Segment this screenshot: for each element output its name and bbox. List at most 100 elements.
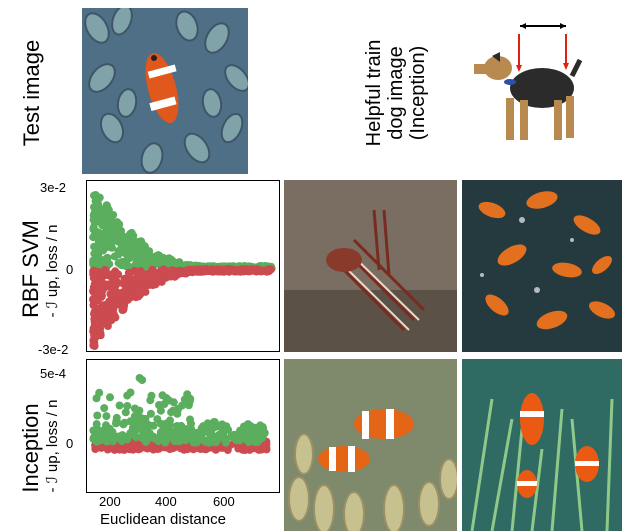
red-point bbox=[132, 274, 141, 283]
green-point bbox=[176, 436, 185, 445]
inception-scatter-svg bbox=[89, 374, 271, 454]
rbf-train-image-1 bbox=[284, 180, 457, 352]
red-point bbox=[143, 272, 152, 280]
green-point bbox=[209, 423, 218, 432]
green-point bbox=[98, 257, 107, 266]
red-point bbox=[185, 266, 193, 275]
red-point bbox=[90, 321, 99, 330]
green-point bbox=[218, 426, 227, 435]
red-point bbox=[191, 265, 199, 274]
inception-scatter-plot bbox=[86, 359, 280, 493]
red-point bbox=[264, 265, 272, 274]
red-point bbox=[111, 296, 120, 305]
inception-xlabel: Euclidean distance bbox=[100, 511, 226, 528]
green-point bbox=[245, 435, 254, 444]
green-point bbox=[109, 435, 118, 444]
red-point bbox=[94, 304, 103, 313]
green-point bbox=[106, 393, 114, 402]
green-point bbox=[147, 391, 156, 400]
row-label-test: Test image bbox=[19, 39, 44, 147]
red-point bbox=[97, 281, 106, 290]
red-point bbox=[107, 311, 116, 320]
red-point bbox=[259, 443, 268, 452]
red-point bbox=[89, 295, 98, 304]
green-point bbox=[161, 438, 170, 447]
red-point bbox=[99, 310, 108, 319]
green-point bbox=[102, 421, 110, 430]
red-point bbox=[91, 332, 100, 341]
red-point bbox=[90, 314, 99, 323]
green-point bbox=[96, 433, 105, 442]
red-point bbox=[105, 282, 114, 291]
red-point bbox=[101, 266, 110, 275]
green-point bbox=[149, 421, 158, 430]
red-point bbox=[131, 293, 140, 302]
green-point bbox=[93, 213, 102, 222]
green-point bbox=[113, 218, 122, 227]
green-point bbox=[143, 259, 152, 268]
green-point bbox=[99, 209, 108, 218]
green-point bbox=[99, 246, 108, 255]
green-point bbox=[166, 416, 174, 425]
green-point bbox=[123, 391, 132, 400]
inc-xtick-600: 600 bbox=[213, 494, 235, 509]
green-point bbox=[158, 391, 167, 400]
green-point bbox=[115, 401, 124, 410]
green-point bbox=[206, 433, 215, 441]
row-label-rbf: RBF SVM bbox=[18, 220, 43, 318]
red-point bbox=[234, 266, 242, 275]
green-point bbox=[189, 428, 198, 437]
red-point bbox=[89, 267, 98, 276]
red-point bbox=[240, 267, 249, 276]
green-point bbox=[117, 229, 125, 238]
green-point bbox=[129, 251, 137, 260]
green-point bbox=[145, 429, 154, 438]
dog-caption-line-2: dog image bbox=[385, 46, 407, 140]
green-point bbox=[130, 420, 139, 429]
red-point bbox=[119, 304, 128, 313]
green-point bbox=[107, 224, 116, 233]
red-point bbox=[120, 274, 129, 283]
dog-caption-line-1: Helpful train bbox=[363, 39, 385, 147]
rbf-ytick-top: 3e-2 bbox=[40, 180, 67, 195]
green-point bbox=[123, 402, 132, 410]
inc-train-image-1 bbox=[284, 359, 457, 531]
green-point bbox=[134, 411, 143, 420]
green-point bbox=[127, 228, 136, 237]
dog-caption: Helpful train dog image (Inception) bbox=[363, 23, 433, 163]
green-point bbox=[89, 256, 98, 265]
green-point bbox=[185, 397, 194, 406]
rbf-scatter-plot bbox=[86, 180, 280, 352]
green-point bbox=[176, 427, 185, 436]
red-point bbox=[155, 274, 164, 283]
green-point bbox=[146, 409, 155, 418]
green-point bbox=[240, 424, 249, 432]
red-point bbox=[196, 445, 205, 453]
green-point bbox=[102, 412, 111, 421]
red-point bbox=[214, 266, 223, 275]
green-point bbox=[93, 411, 102, 420]
green-point bbox=[134, 245, 143, 253]
inception-ylabel: - ℐ up, loss / n bbox=[44, 399, 61, 493]
green-point bbox=[118, 435, 127, 444]
dog-image bbox=[462, 8, 602, 168]
green-point bbox=[93, 249, 102, 258]
green-point bbox=[114, 250, 123, 259]
rbf-ytick-bottom: -3e-2 bbox=[38, 342, 69, 357]
green-point bbox=[112, 419, 120, 428]
red-point bbox=[111, 267, 120, 276]
green-point bbox=[221, 438, 230, 447]
red-point bbox=[177, 267, 186, 275]
green-point bbox=[105, 235, 114, 244]
rbf-ytick-zero: 0 bbox=[66, 262, 74, 277]
green-point bbox=[89, 433, 98, 442]
green-point bbox=[121, 408, 130, 417]
inc-train-image-2 bbox=[462, 359, 622, 531]
green-point bbox=[124, 236, 133, 245]
red-point bbox=[107, 290, 115, 299]
red-point bbox=[124, 268, 133, 277]
dog-caption-line-3: (Inception) bbox=[407, 45, 429, 141]
green-point bbox=[91, 197, 100, 206]
red-point bbox=[216, 443, 224, 452]
red-point bbox=[93, 287, 102, 296]
